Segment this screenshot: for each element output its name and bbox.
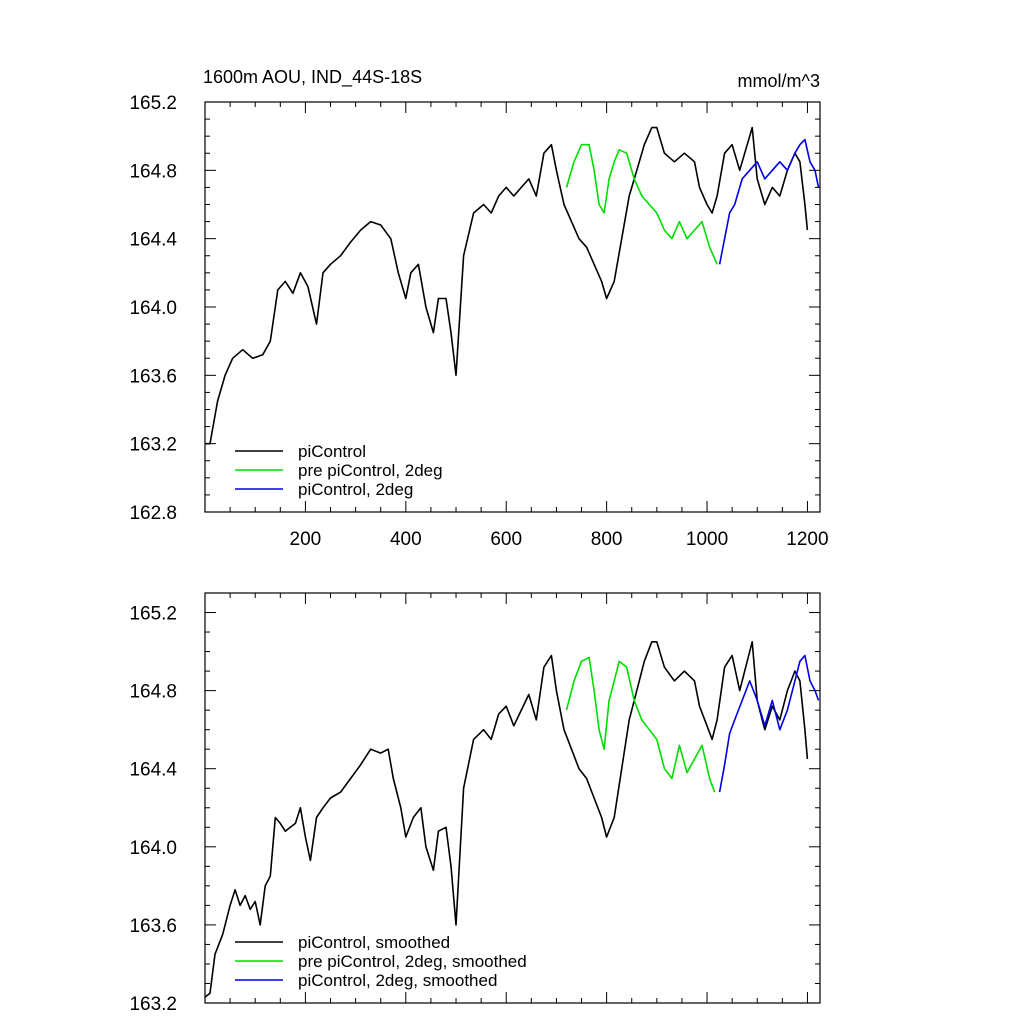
top-legend-label: piControl (298, 442, 366, 461)
top-legend-label: piControl, 2deg (298, 480, 413, 499)
top-series-line-1 (565, 143, 718, 265)
top-plot-area: 200 400 600 800 1000 1200 162.8 163.2 163.6 164.0… (129, 93, 828, 550)
top-x-tick-label: 400 (390, 529, 422, 550)
bottom-legend-label: piControl, 2deg, smoothed (298, 971, 497, 990)
bottom-series-line-2 (718, 654, 820, 793)
bottom-y-tick-label: 163.2 (129, 994, 177, 1015)
bottom-plot-area: 163.2 163.6 164.0 164.4 164.8 165.2 piControl,… (129, 592, 821, 1015)
top-panel: 1600m AOU, IND_44S-18S mmol/m^3 200 400 60… (129, 67, 828, 550)
top-y-tick-label: 164.4 (129, 230, 177, 251)
top-x-tick-label: 800 (591, 529, 623, 550)
bottom-y-tick-label: 163.6 (129, 916, 177, 937)
bottom-series-line-0 (204, 640, 809, 998)
bottom-legend-label: piControl, smoothed (298, 933, 450, 952)
top-x-tick-label: 1200 (786, 529, 828, 550)
top-y-tick-label: 164.0 (129, 298, 177, 319)
bottom-y-tick-label: 164.4 (129, 760, 177, 781)
top-chart-units: mmol/m^3 (738, 71, 820, 91)
top-x-tick-label: 1000 (686, 529, 728, 550)
top-y-tick-label: 163.2 (129, 435, 177, 456)
top-y-tick-label: 164.8 (129, 161, 177, 182)
top-series-line-0 (205, 126, 809, 445)
top-series-line-2 (718, 138, 820, 265)
top-y-tick-label: 162.8 (129, 503, 177, 524)
bottom-y-tick-label: 164.8 (129, 682, 177, 703)
bottom-y-tick-label: 164.0 (129, 838, 177, 859)
top-legend-label: pre piControl, 2deg (298, 461, 443, 480)
top-x-tick-label: 600 (490, 529, 522, 550)
bottom-panel: 163.2 163.6 164.0 164.4 164.8 165.2 piControl,… (129, 592, 821, 1015)
top-y-tick-label: 163.6 (129, 366, 177, 387)
top-chart-title: 1600m AOU, IND_44S-18S (203, 67, 422, 88)
top-y-tick-label: 165.2 (129, 93, 177, 114)
bottom-legend-label: pre piControl, 2deg, smoothed (298, 952, 527, 971)
bottom-plot-frame (204, 592, 821, 1004)
top-x-tick-label: 200 (290, 529, 322, 550)
bottom-series-line-1 (565, 656, 716, 793)
bottom-y-tick-label: 165.2 (129, 604, 177, 625)
